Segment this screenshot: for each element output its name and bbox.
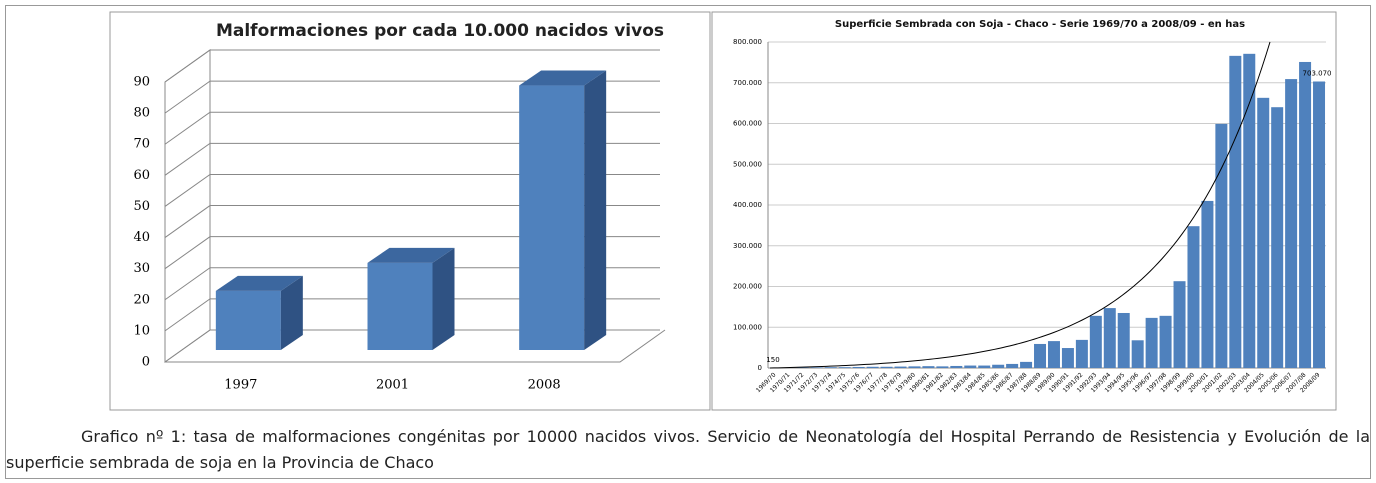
grid-line (164, 236, 660, 270)
y-tick-label: 0 (142, 355, 150, 370)
chart-title: Superficie Sembrada con Soja - Chaco - S… (835, 19, 1245, 30)
grid-line (164, 267, 660, 301)
grid-line (164, 111, 660, 145)
bar (936, 366, 949, 368)
grid-line (164, 173, 660, 207)
bar (1047, 341, 1060, 368)
bar-side (432, 247, 455, 350)
bar (838, 367, 851, 368)
bar (1006, 363, 1019, 368)
bar-top (215, 275, 303, 291)
bar (1131, 340, 1144, 368)
x-tick-label: 1997 (224, 378, 257, 393)
bar (1089, 315, 1102, 368)
bar (978, 365, 991, 368)
y-tick-label: 800.000 (733, 38, 762, 46)
grid-line (164, 80, 660, 114)
y-tick-label: 500.000 (733, 160, 762, 168)
bar (1299, 61, 1312, 368)
bar (1145, 317, 1158, 368)
y-tick-label: 50 (133, 199, 150, 214)
bar (1117, 312, 1130, 368)
bar (852, 366, 865, 368)
y-tick-label: 30 (133, 261, 150, 276)
bar (1271, 107, 1284, 368)
bar (1187, 226, 1200, 368)
bar (367, 262, 433, 350)
y-tick-label: 400.000 (733, 201, 762, 209)
floor (165, 329, 666, 363)
frame (5, 5, 1371, 479)
y-tick-label: 10 (133, 323, 150, 338)
bar (1285, 79, 1298, 369)
bar (908, 366, 921, 368)
bar (1243, 53, 1256, 368)
y-tick-label: 300.000 (733, 242, 762, 250)
bar (922, 366, 935, 368)
x-tick-label: 2001 (376, 378, 409, 393)
bar (810, 367, 823, 368)
caption: Grafico nº 1: tasa de malformaciones con… (6, 427, 1370, 472)
bar (1313, 81, 1326, 369)
y-tick-label: 20 (133, 292, 150, 307)
bar (964, 365, 977, 368)
bar (992, 364, 1005, 368)
trend-line (769, 41, 1271, 369)
bar-side (584, 70, 607, 351)
data-label: 150 (766, 356, 779, 364)
bar (880, 366, 893, 368)
bar (824, 367, 837, 368)
bar (950, 365, 963, 368)
bar (1103, 308, 1116, 368)
grid-line (164, 205, 660, 238)
y-tick-label: 80 (133, 106, 150, 121)
y-tick-label: 200.000 (733, 283, 762, 291)
bar (1075, 339, 1088, 368)
left-panel (109, 11, 711, 411)
bar (1257, 97, 1270, 368)
y-tick-label: 90 (133, 75, 150, 90)
bar-top (367, 247, 455, 263)
y-tick-label: 0 (758, 364, 762, 372)
bar (1229, 55, 1242, 368)
bar-side (280, 275, 303, 350)
y-tick-label: 40 (133, 230, 150, 245)
bar (1201, 200, 1214, 368)
bar (1215, 123, 1228, 368)
y-tick-label: 100.000 (733, 323, 762, 331)
y-tick-label: 600.000 (733, 120, 762, 128)
grid-line (164, 49, 660, 83)
bar (866, 366, 879, 368)
bar (519, 85, 585, 351)
x-tick-label: 2008 (528, 378, 561, 393)
chart-title: Malformaciones por cada 10.000 nacidos v… (216, 21, 664, 41)
y-tick-label: 60 (133, 168, 150, 183)
bar (1159, 315, 1172, 368)
y-tick-label: 70 (133, 137, 150, 152)
charts: Malformaciones por cada 10.000 nacidos v… (109, 11, 1337, 411)
bar (1173, 281, 1186, 368)
bar (894, 366, 907, 368)
data-label: 703.070 (1303, 69, 1332, 77)
bar (215, 290, 281, 350)
grid-line (164, 329, 660, 363)
bar (1034, 343, 1047, 368)
y-tick-label: 700.000 (733, 79, 762, 87)
bar (1061, 348, 1074, 368)
bar-top (519, 70, 607, 86)
grid-line (164, 142, 660, 176)
bar (1020, 361, 1033, 368)
right-panel (711, 11, 1337, 411)
grid-line (164, 298, 660, 332)
